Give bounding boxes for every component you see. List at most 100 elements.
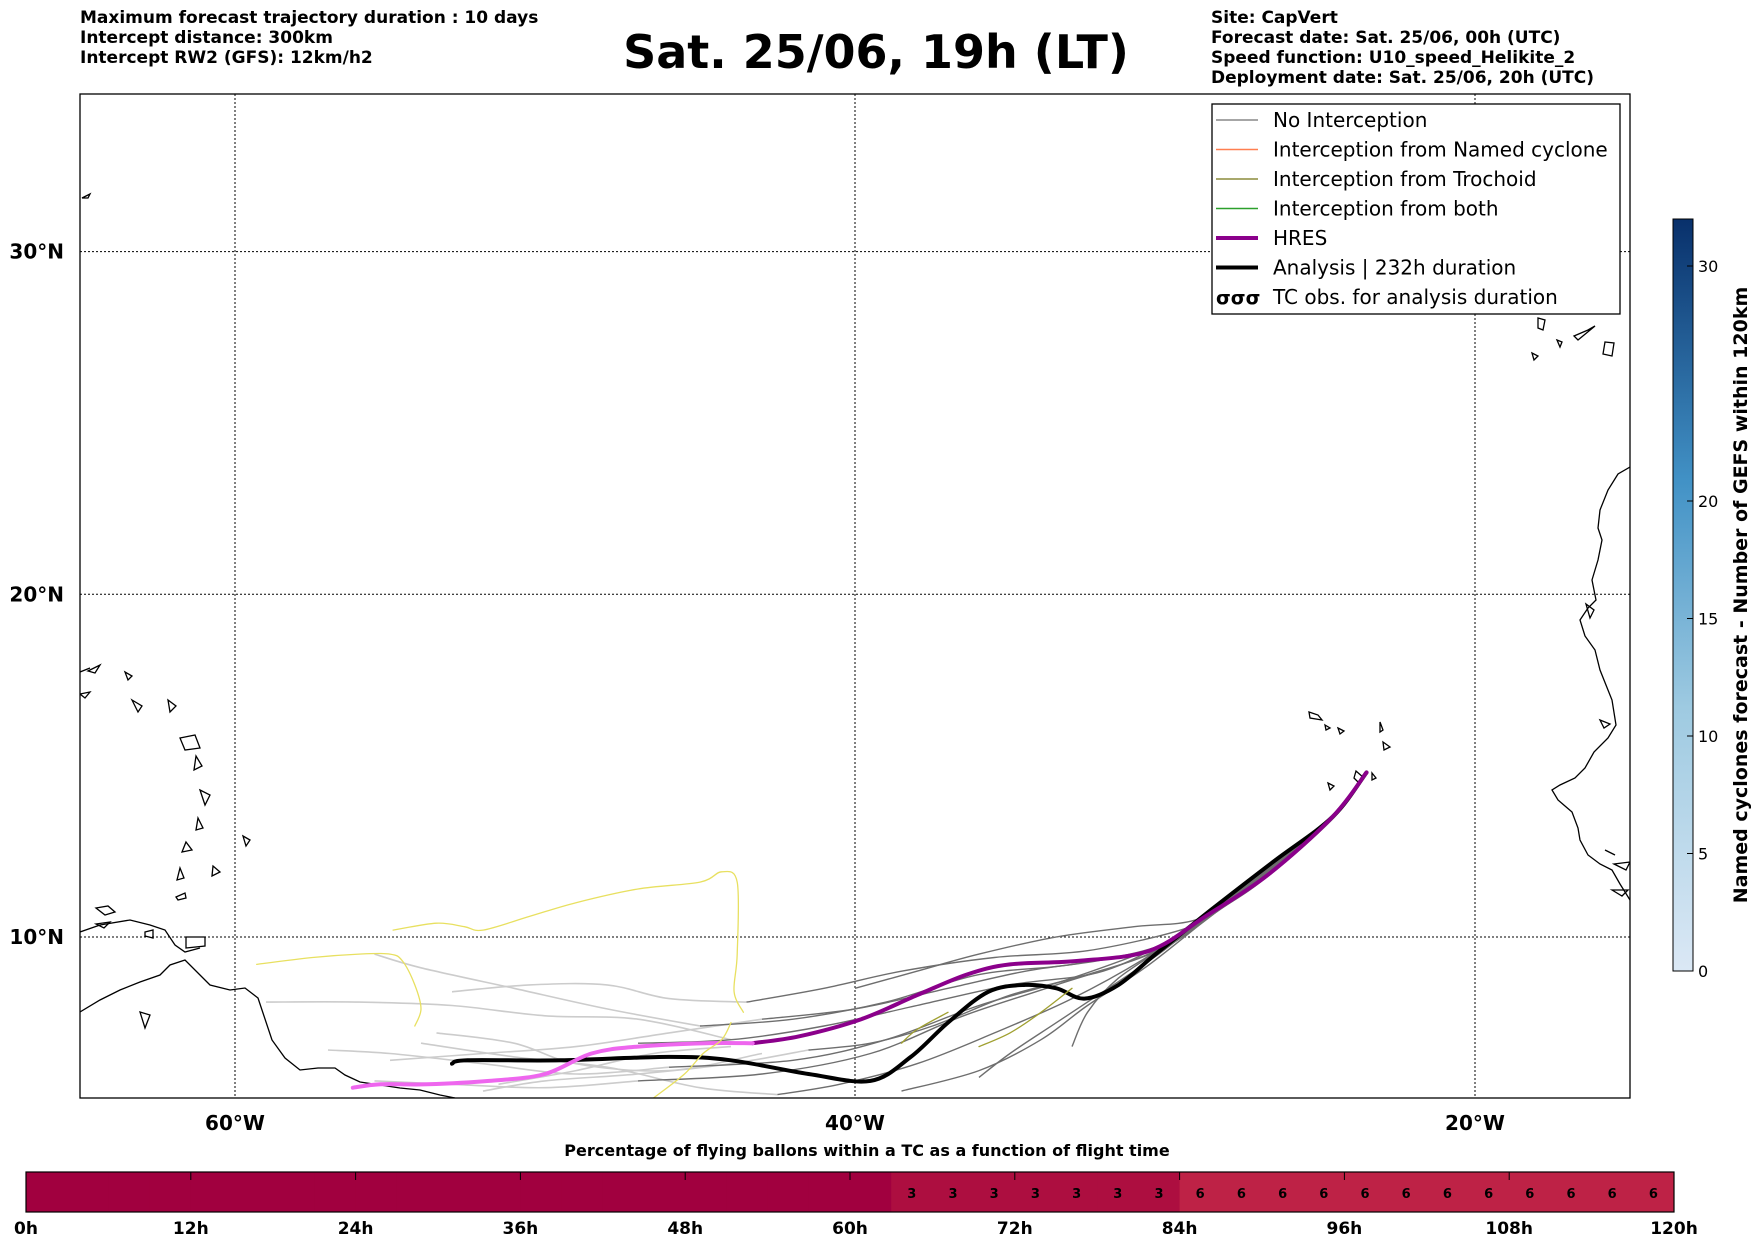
bar-cell-12 — [520, 1172, 562, 1212]
trajectory-light-1 — [374, 953, 701, 1027]
series-yellow-1 — [256, 952, 422, 1027]
bar-cell-value-32: 6 — [1360, 1187, 1369, 1202]
bar-cell-17 — [726, 1172, 768, 1212]
legend-label-0: No Interception — [1273, 108, 1427, 132]
bar-cell-value-24: 3 — [1031, 1187, 1040, 1202]
balloon-trajectories — [256, 770, 1369, 1098]
bar-cell-20 — [850, 1172, 892, 1212]
bar-cell-30 — [1262, 1172, 1304, 1212]
bar-cell-33 — [1385, 1172, 1428, 1212]
series-olive-1 — [978, 987, 1073, 1048]
bar-cell-value-36: 6 — [1525, 1187, 1534, 1202]
bar-cell-value-29: 6 — [1237, 1187, 1246, 1202]
bar-cell-14 — [602, 1172, 645, 1212]
y-tick-label-1: 20°N — [9, 582, 64, 606]
bar-tick-label-0: 0h — [14, 1219, 38, 1239]
series-hres — [750, 770, 1369, 1046]
bar-cell-15 — [644, 1172, 686, 1212]
bar-cell-21 — [891, 1172, 933, 1212]
x-tick-label-0: 60°W — [205, 1111, 265, 1135]
map-grid — [80, 94, 1630, 1098]
bar-cell-value-28: 6 — [1196, 1187, 1205, 1202]
bar-cell-6 — [273, 1172, 315, 1212]
bar-cell-35 — [1468, 1172, 1510, 1212]
bar-cell-34 — [1426, 1172, 1469, 1212]
bar-tick-label-8: 96h — [1327, 1219, 1363, 1239]
lesser-antilles — [80, 192, 251, 881]
trajectory-light-0 — [265, 1001, 732, 1041]
venezuela-coast — [80, 919, 201, 953]
canary-islands — [1530, 317, 1615, 362]
colorbar-tick-label-4: 20 — [1698, 492, 1718, 511]
colorbar-tick-label-1: 5 — [1698, 845, 1708, 864]
forecast-date-text: Forecast date: Sat. 25/06, 00h (UTC) — [1211, 28, 1561, 48]
bar-tick-label-6: 72h — [997, 1219, 1033, 1239]
trajectory-light-4 — [451, 982, 747, 1003]
bar-tick-label-5: 60h — [832, 1219, 868, 1239]
x-tick-label-1: 40°W — [825, 1111, 885, 1135]
colorbar-tick-label-0: 0 — [1698, 962, 1708, 981]
colorbar-label: Named cyclones forecast - Number of GEFS… — [1730, 287, 1752, 904]
legend-label-3: Interception from both — [1273, 197, 1499, 221]
bar-cell-24 — [1014, 1172, 1057, 1212]
bar-cell-7 — [314, 1172, 356, 1212]
bar-cell-value-23: 3 — [990, 1187, 999, 1202]
legend-label-4: HRES — [1273, 226, 1327, 250]
x-tick-label-2: 20°W — [1445, 1111, 1505, 1135]
colorbar-gradient — [1672, 218, 1694, 972]
site-parameters: Site: CapVert Forecast date: Sat. 25/06,… — [1211, 8, 1594, 88]
bar-cell-value-22: 3 — [948, 1187, 957, 1202]
legend-label-6: TC obs. for analysis duration — [1272, 285, 1558, 309]
bar-cell-value-38: 6 — [1608, 1187, 1617, 1202]
bar-cell-8 — [355, 1172, 398, 1212]
series-olive-2 — [900, 1011, 949, 1044]
colorbar-tick-label-2: 10 — [1698, 727, 1718, 746]
bar-cell-39 — [1632, 1172, 1675, 1212]
bar-cell-value-39: 6 — [1649, 1187, 1658, 1202]
bar-cell-18 — [767, 1172, 810, 1212]
bar-cell-11 — [479, 1172, 521, 1212]
map-frame — [79, 93, 1631, 1099]
bar-cell-22 — [932, 1172, 974, 1212]
bar-cell-36 — [1509, 1172, 1551, 1212]
bar-cell-value-35: 6 — [1484, 1187, 1493, 1202]
bar-cell-value-33: 6 — [1402, 1187, 1411, 1202]
intercept-rw2-text: Intercept RW2 (GFS): 12km/h2 — [80, 48, 373, 68]
flight-time-bar-title: Percentage of flying ballons within a TC… — [564, 1141, 1170, 1160]
legend-label-2: Interception from Trochoid — [1273, 167, 1537, 191]
bar-cell-13 — [561, 1172, 604, 1212]
bar-cell-5 — [232, 1172, 274, 1212]
legend-label-1: Interception from Named cyclone — [1273, 138, 1608, 162]
colorbar-tick-label-5: 30 — [1698, 257, 1718, 276]
series-analysis-232h-duration — [450, 770, 1369, 1084]
bar-cell-23 — [973, 1172, 1016, 1212]
bar-cell-9 — [396, 1172, 439, 1212]
bar-tick-label-3: 36h — [503, 1219, 539, 1239]
bar-cell-27 — [1138, 1172, 1180, 1212]
deployment-date-text: Deployment date: Sat. 25/06, 20h (UTC) — [1211, 68, 1595, 88]
bar-cell-37 — [1550, 1172, 1592, 1212]
legend: No Interception Interception from Named c… — [1211, 103, 1621, 315]
bar-cell-25 — [1056, 1172, 1098, 1212]
trajectory-light-7 — [482, 1049, 809, 1092]
chart-title: Sat. 25/06, 19h (LT) — [623, 25, 1129, 79]
colorbar-tick-label-3: 15 — [1698, 610, 1718, 629]
bar-cell-16 — [685, 1172, 727, 1212]
bar-cell-value-21: 3 — [907, 1187, 916, 1202]
bar-cell-4 — [190, 1172, 233, 1212]
trajectory-duration-text: Maximum forecast trajectory duration : 1… — [80, 8, 539, 28]
coastlines — [80, 192, 1630, 1098]
africa-inlets — [1584, 602, 1630, 897]
bar-cell-26 — [1097, 1172, 1139, 1212]
bar-tick-label-10: 120h — [1650, 1219, 1698, 1239]
bar-cell-value-31: 6 — [1319, 1187, 1328, 1202]
forecast-parameters: Maximum forecast trajectory duration : 1… — [80, 8, 538, 68]
legend-box — [1211, 103, 1621, 315]
bar-cell-1 — [67, 1172, 109, 1212]
africa-coast — [1551, 466, 1630, 901]
bar-tick-label-1: 12h — [173, 1219, 209, 1239]
bar-cell-2 — [108, 1172, 150, 1212]
series-yellow-3 — [652, 1021, 732, 1098]
bar-tick-label-7: 84h — [1162, 1219, 1198, 1239]
bar-tick-label-2: 24h — [338, 1219, 374, 1239]
